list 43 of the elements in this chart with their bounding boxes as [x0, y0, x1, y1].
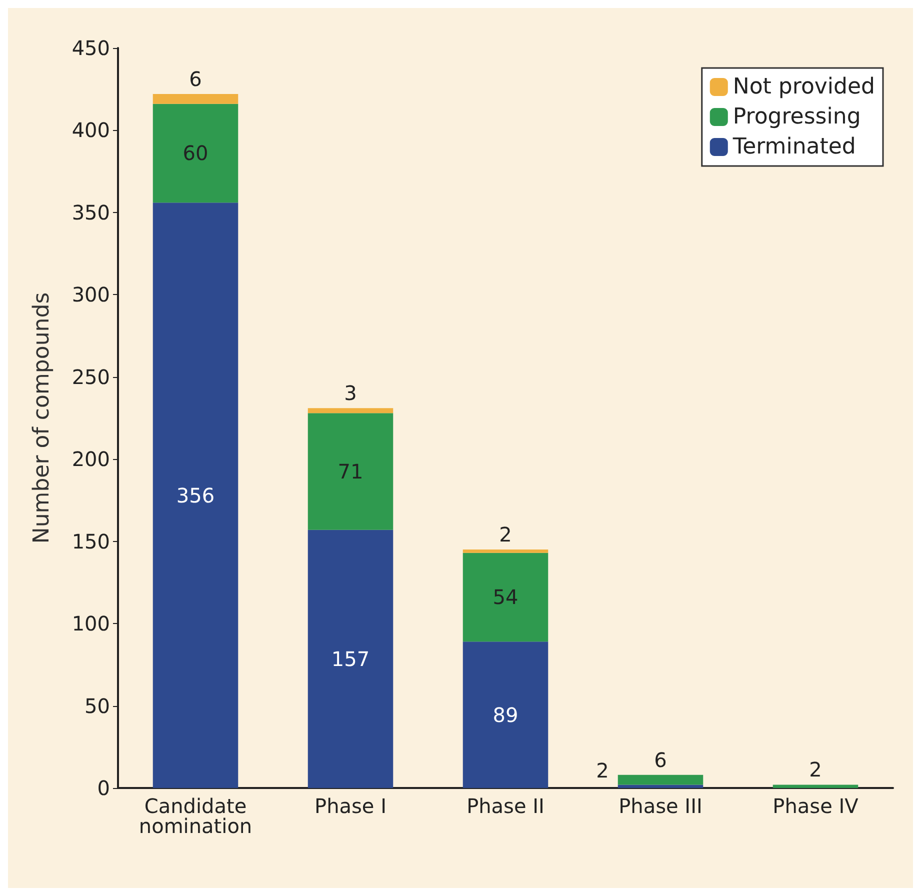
- legend-label: Terminated: [732, 134, 856, 160]
- bar: [152, 104, 238, 203]
- x-tick-label: Candidate nomination: [138, 794, 252, 838]
- y-tick-label: 300: [72, 282, 110, 307]
- data-label: 6: [654, 748, 667, 772]
- data-label: 60: [182, 141, 208, 166]
- bar: [772, 784, 858, 788]
- y-tick-label: 350: [72, 200, 110, 224]
- y-tick-label: 450: [72, 36, 110, 60]
- data-label: 3: [344, 381, 357, 406]
- data-label: 2: [596, 758, 609, 782]
- bar: [152, 94, 238, 104]
- data-label: 2: [809, 758, 822, 782]
- data-label: 54: [492, 585, 518, 610]
- bar: [618, 774, 704, 785]
- x-tick-label: Phase II: [466, 794, 544, 818]
- legend-label: Progressing: [732, 104, 861, 130]
- bar: [152, 202, 238, 788]
- bar: [308, 530, 394, 788]
- y-tick-label: 100: [72, 612, 110, 636]
- y-tick-label: 150: [72, 529, 110, 554]
- x-tick-label: Phase III: [618, 794, 702, 818]
- y-tick-label: 50: [84, 694, 110, 718]
- data-label: 89: [492, 702, 518, 727]
- bar: [462, 550, 548, 553]
- x-tick-label: Phase I: [314, 794, 386, 818]
- data-label: 71: [338, 459, 364, 484]
- data-label: 6: [189, 67, 202, 92]
- y-tick-label: 0: [97, 776, 110, 800]
- bar: [462, 552, 548, 642]
- y-tick-label: 250: [72, 364, 110, 389]
- y-tick-label: 400: [72, 118, 110, 142]
- bar: [618, 784, 704, 788]
- legend-label: Not provided: [732, 74, 876, 100]
- data-label: 2: [499, 522, 512, 547]
- bar: [308, 413, 394, 530]
- bar: [308, 408, 394, 414]
- y-axis-title: Number of compounds: [30, 292, 54, 544]
- x-tick-label: Phase IV: [772, 794, 859, 818]
- y-tick-label: 200: [72, 447, 110, 472]
- bar: [462, 642, 548, 788]
- data-label: 157: [331, 646, 370, 671]
- data-label: 356: [176, 483, 215, 508]
